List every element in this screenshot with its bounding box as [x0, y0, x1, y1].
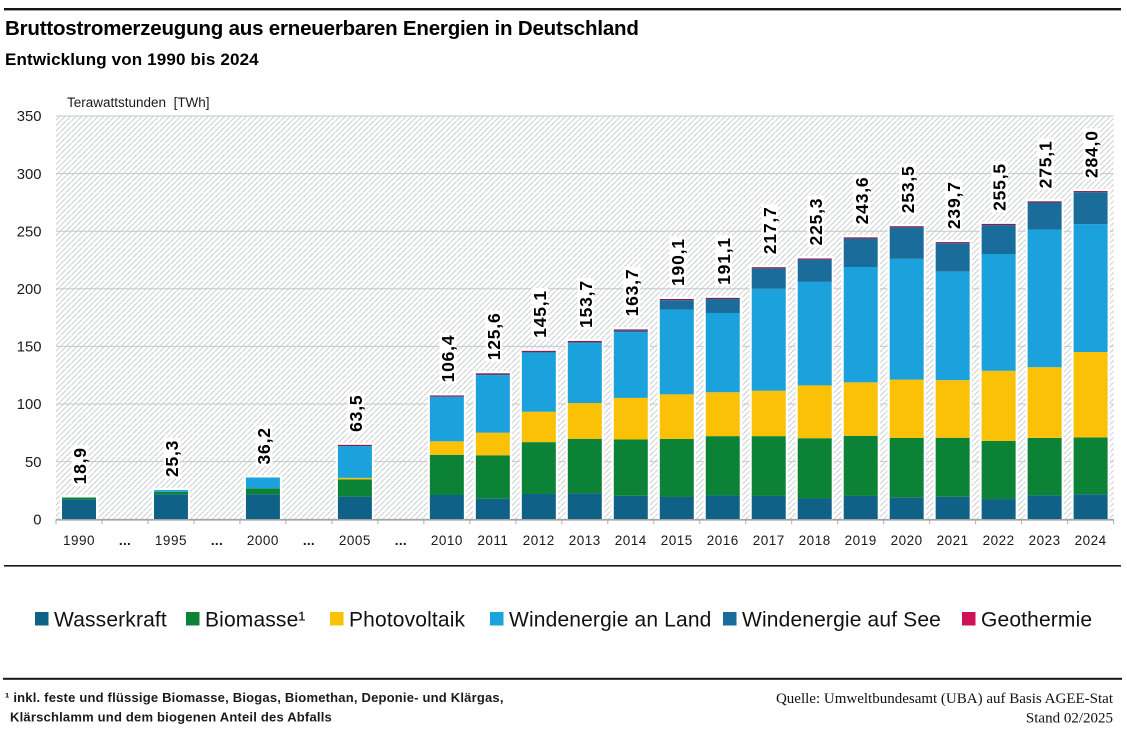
svg-text:...: ... [395, 533, 407, 548]
svg-text:153,7: 153,7 [576, 280, 596, 328]
svg-text:300: 300 [17, 167, 42, 183]
svg-text:2017: 2017 [753, 533, 785, 548]
svg-text:Entwicklung von 1990 bis 2024: Entwicklung von 1990 bis 2024 [5, 50, 259, 69]
svg-text:2010: 2010 [431, 533, 463, 548]
svg-text:106,4: 106,4 [438, 335, 458, 383]
svg-text:63,5: 63,5 [346, 395, 366, 432]
svg-text:2021: 2021 [937, 533, 969, 548]
svg-text:¹ inkl. feste und flüssige Bio: ¹ inkl. feste und flüssige Biomasse, Bio… [5, 690, 504, 705]
svg-text:Photovoltaik: Photovoltaik [349, 609, 466, 632]
svg-text:2013: 2013 [569, 533, 601, 548]
svg-text:18,9: 18,9 [70, 447, 90, 484]
svg-text:50: 50 [25, 455, 41, 471]
svg-text:243,6: 243,6 [852, 177, 872, 225]
svg-text:Stand 02/2025: Stand 02/2025 [1026, 711, 1113, 727]
svg-text:250: 250 [17, 224, 42, 240]
svg-text:2022: 2022 [983, 533, 1015, 548]
svg-text:Biomasse¹: Biomasse¹ [205, 609, 306, 632]
svg-text:...: ... [119, 533, 131, 548]
svg-text:Geothermie: Geothermie [981, 609, 1092, 632]
svg-text:2019: 2019 [845, 533, 877, 548]
svg-text:Windenergie an Land: Windenergie an Land [509, 609, 712, 632]
svg-text:255,5: 255,5 [990, 163, 1010, 211]
svg-text:Terawattstunden [TWh]: Terawattstunden [TWh] [67, 95, 210, 110]
svg-text:350: 350 [17, 109, 42, 125]
svg-text:190,1: 190,1 [668, 238, 688, 286]
svg-text:2020: 2020 [891, 533, 923, 548]
svg-text:2014: 2014 [615, 533, 647, 548]
svg-text:Wasserkraft: Wasserkraft [54, 609, 167, 632]
svg-text:2005: 2005 [339, 533, 371, 548]
svg-text:217,7: 217,7 [760, 206, 780, 254]
svg-text:2012: 2012 [523, 533, 555, 548]
svg-text:Windenergie auf See: Windenergie auf See [742, 609, 941, 632]
svg-text:145,1: 145,1 [530, 290, 550, 338]
svg-text:2024: 2024 [1075, 533, 1107, 548]
svg-text:...: ... [303, 533, 315, 548]
svg-text:253,5: 253,5 [898, 165, 918, 213]
svg-text:Bruttostromerzeugung aus erneu: Bruttostromerzeugung aus erneuerbaren En… [5, 17, 639, 40]
svg-text:239,7: 239,7 [944, 181, 964, 229]
svg-text:2011: 2011 [477, 533, 508, 548]
svg-text:25,3: 25,3 [162, 440, 182, 477]
svg-text:2016: 2016 [707, 533, 739, 548]
svg-text:2000: 2000 [247, 533, 279, 548]
svg-text:200: 200 [17, 282, 42, 298]
svg-text:100: 100 [17, 397, 42, 413]
svg-text:2023: 2023 [1029, 533, 1061, 548]
svg-text:275,1: 275,1 [1036, 141, 1056, 189]
svg-text:2015: 2015 [661, 533, 693, 548]
svg-text:225,3: 225,3 [806, 198, 826, 246]
svg-text:36,2: 36,2 [254, 427, 274, 464]
svg-text:Klärschlamm und dem biogenen A: Klärschlamm und dem biogenen Anteil des … [10, 710, 332, 725]
svg-text:1995: 1995 [155, 533, 187, 548]
svg-text:2018: 2018 [799, 533, 831, 548]
svg-text:Quelle: Umweltbundesamt (UBA): Quelle: Umweltbundesamt (UBA) auf Basis … [776, 691, 1114, 707]
svg-text:284,0: 284,0 [1082, 130, 1102, 178]
svg-text:150: 150 [17, 340, 42, 356]
svg-text:191,1: 191,1 [714, 237, 734, 285]
svg-text:0: 0 [33, 512, 41, 528]
svg-text:163,7: 163,7 [622, 269, 642, 317]
svg-text:1990: 1990 [63, 533, 95, 548]
svg-text:...: ... [211, 533, 223, 548]
svg-text:125,6: 125,6 [484, 313, 504, 361]
